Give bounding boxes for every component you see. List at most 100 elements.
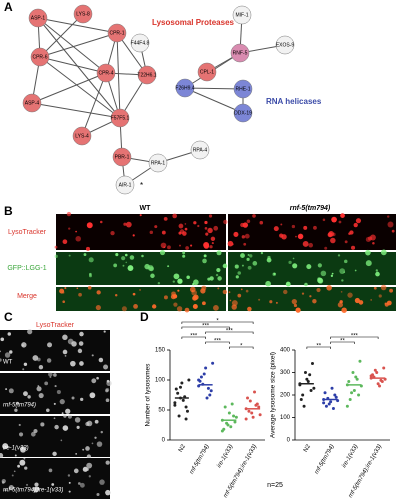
puncta (23, 457, 26, 460)
data-point (258, 413, 262, 417)
node-label: CPL-1 (200, 69, 214, 75)
puncta (1, 479, 6, 484)
puncta (227, 240, 234, 247)
puncta (64, 354, 67, 357)
puncta (350, 245, 356, 250)
edge (39, 13, 84, 58)
data-point (247, 409, 251, 413)
puncta (14, 408, 18, 412)
significance-label: *** (202, 324, 210, 330)
node (197, 62, 217, 82)
puncta (245, 289, 249, 293)
puncta (246, 257, 250, 261)
node (137, 65, 157, 85)
significance-label: ** (340, 339, 345, 345)
puncta (240, 288, 243, 291)
node-label: AIR-1 (119, 182, 132, 188)
group-label: RNA helicases (266, 97, 322, 106)
puncta (88, 257, 94, 263)
puncta (203, 242, 210, 248)
node-label: MIF-1 (235, 12, 248, 18)
puncta (22, 368, 25, 371)
puncta (105, 398, 110, 403)
puncta (86, 420, 93, 427)
puncta (339, 300, 343, 304)
puncta (115, 253, 119, 257)
puncta (132, 234, 135, 237)
puncta (99, 479, 105, 485)
puncta (185, 246, 189, 250)
data-point (354, 375, 358, 379)
puncta (258, 298, 261, 301)
data-point (312, 386, 316, 390)
significance-bar (181, 321, 254, 324)
edge (31, 102, 121, 119)
puncta (48, 372, 53, 377)
puncta (252, 261, 258, 266)
puncta (67, 474, 71, 477)
micrograph (228, 287, 396, 311)
puncta (82, 466, 88, 472)
puncta (34, 482, 39, 487)
puncta (71, 341, 77, 347)
puncta (7, 332, 12, 336)
puncta (203, 254, 207, 258)
puncta (76, 425, 80, 429)
puncta (54, 254, 58, 259)
puncta (343, 259, 348, 264)
significance-label: *** (214, 339, 222, 345)
puncta (19, 459, 26, 466)
puncta (121, 306, 127, 312)
puncta (89, 272, 92, 276)
puncta (122, 264, 125, 267)
data-point (234, 415, 238, 419)
puncta (105, 460, 110, 465)
puncta (380, 249, 387, 256)
x-tick-label: ire-1(v33) (341, 444, 359, 469)
puncta (79, 331, 84, 337)
puncta (349, 230, 354, 235)
micrograph (56, 214, 226, 250)
puncta (94, 436, 97, 439)
x-tick-label: rnf-5(tm794) (314, 444, 336, 476)
node (175, 78, 195, 98)
data-point (351, 371, 355, 374)
puncta (330, 274, 334, 277)
data-point (305, 377, 309, 381)
data-point (376, 382, 380, 386)
data-point (352, 389, 356, 392)
node (72, 126, 92, 146)
data-point (308, 373, 312, 377)
node (112, 147, 132, 167)
data-point (345, 404, 349, 408)
column-header: LysoTracker (36, 322, 75, 329)
puncta (40, 422, 45, 427)
puncta (139, 288, 142, 291)
puncta (229, 299, 232, 302)
puncta (283, 289, 288, 295)
puncta (53, 402, 56, 405)
panel-label: C (4, 310, 13, 324)
x-tick-label: rnf-5(tm794) (189, 444, 211, 476)
puncta (292, 257, 295, 260)
puncta (159, 249, 166, 256)
row-label: rnf-5(tm794) (3, 403, 36, 409)
puncta (167, 265, 170, 268)
puncta (18, 432, 24, 437)
puncta (96, 376, 99, 380)
puncta (20, 446, 26, 452)
puncta (14, 454, 17, 457)
puncta (182, 251, 186, 255)
puncta (85, 246, 91, 251)
puncta (67, 414, 72, 419)
node-label: LYS-4 (75, 133, 89, 139)
puncta (354, 297, 360, 304)
puncta (124, 253, 128, 257)
puncta (217, 276, 222, 281)
puncta (375, 269, 378, 272)
node (148, 153, 168, 173)
puncta (378, 294, 382, 298)
puncta (68, 490, 71, 493)
puncta (68, 254, 71, 257)
